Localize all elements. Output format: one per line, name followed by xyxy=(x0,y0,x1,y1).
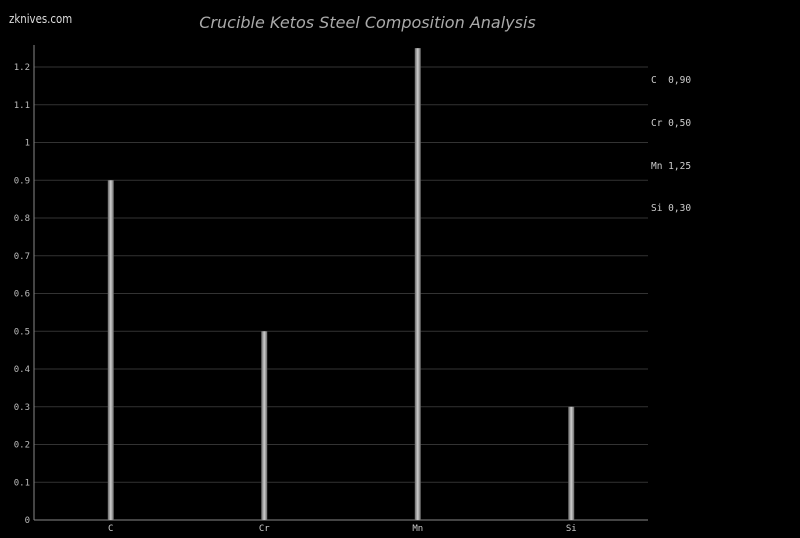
x-tick-label: Cr xyxy=(259,524,270,534)
bar-si xyxy=(568,406,575,520)
y-tick-label: 1.1 xyxy=(14,101,30,111)
y-tick-label: 1 xyxy=(25,139,30,149)
y-tick-label: 0 xyxy=(25,516,30,526)
x-tick-label: Si xyxy=(566,524,577,534)
y-tick-label: 0.5 xyxy=(14,327,30,337)
bar-mn xyxy=(414,48,421,520)
y-tick-label: 0.9 xyxy=(14,176,30,186)
y-tick-label: 0.4 xyxy=(14,365,30,375)
y-tick-label: 0.6 xyxy=(14,290,30,300)
y-tick-label: 0.3 xyxy=(14,403,30,413)
x-tick-label: Mn xyxy=(412,524,423,534)
y-tick-label: 0.7 xyxy=(14,252,30,262)
legend: C 0,90 Cr 0,50 Mn 1,25 Si 0,30 xyxy=(651,46,691,231)
legend-item: C 0,90 xyxy=(651,75,692,87)
y-tick-label: 0.1 xyxy=(14,478,30,488)
y-tick-label: 0.8 xyxy=(14,214,30,224)
chart-title: Crucible Ketos Steel Composition Analysi… xyxy=(199,13,536,32)
legend-item: Cr 0,50 xyxy=(651,118,692,130)
y-tick-label: 1.2 xyxy=(14,63,30,73)
site-logo[interactable]: zknives.com xyxy=(9,12,73,26)
y-tick-label: 0.2 xyxy=(14,441,30,451)
legend-item: Si 0,30 xyxy=(651,203,692,215)
legend-item: Mn 1,25 xyxy=(651,160,692,172)
x-tick-label: C xyxy=(108,524,113,534)
bar-c xyxy=(107,180,114,520)
bar-cr xyxy=(261,331,268,520)
